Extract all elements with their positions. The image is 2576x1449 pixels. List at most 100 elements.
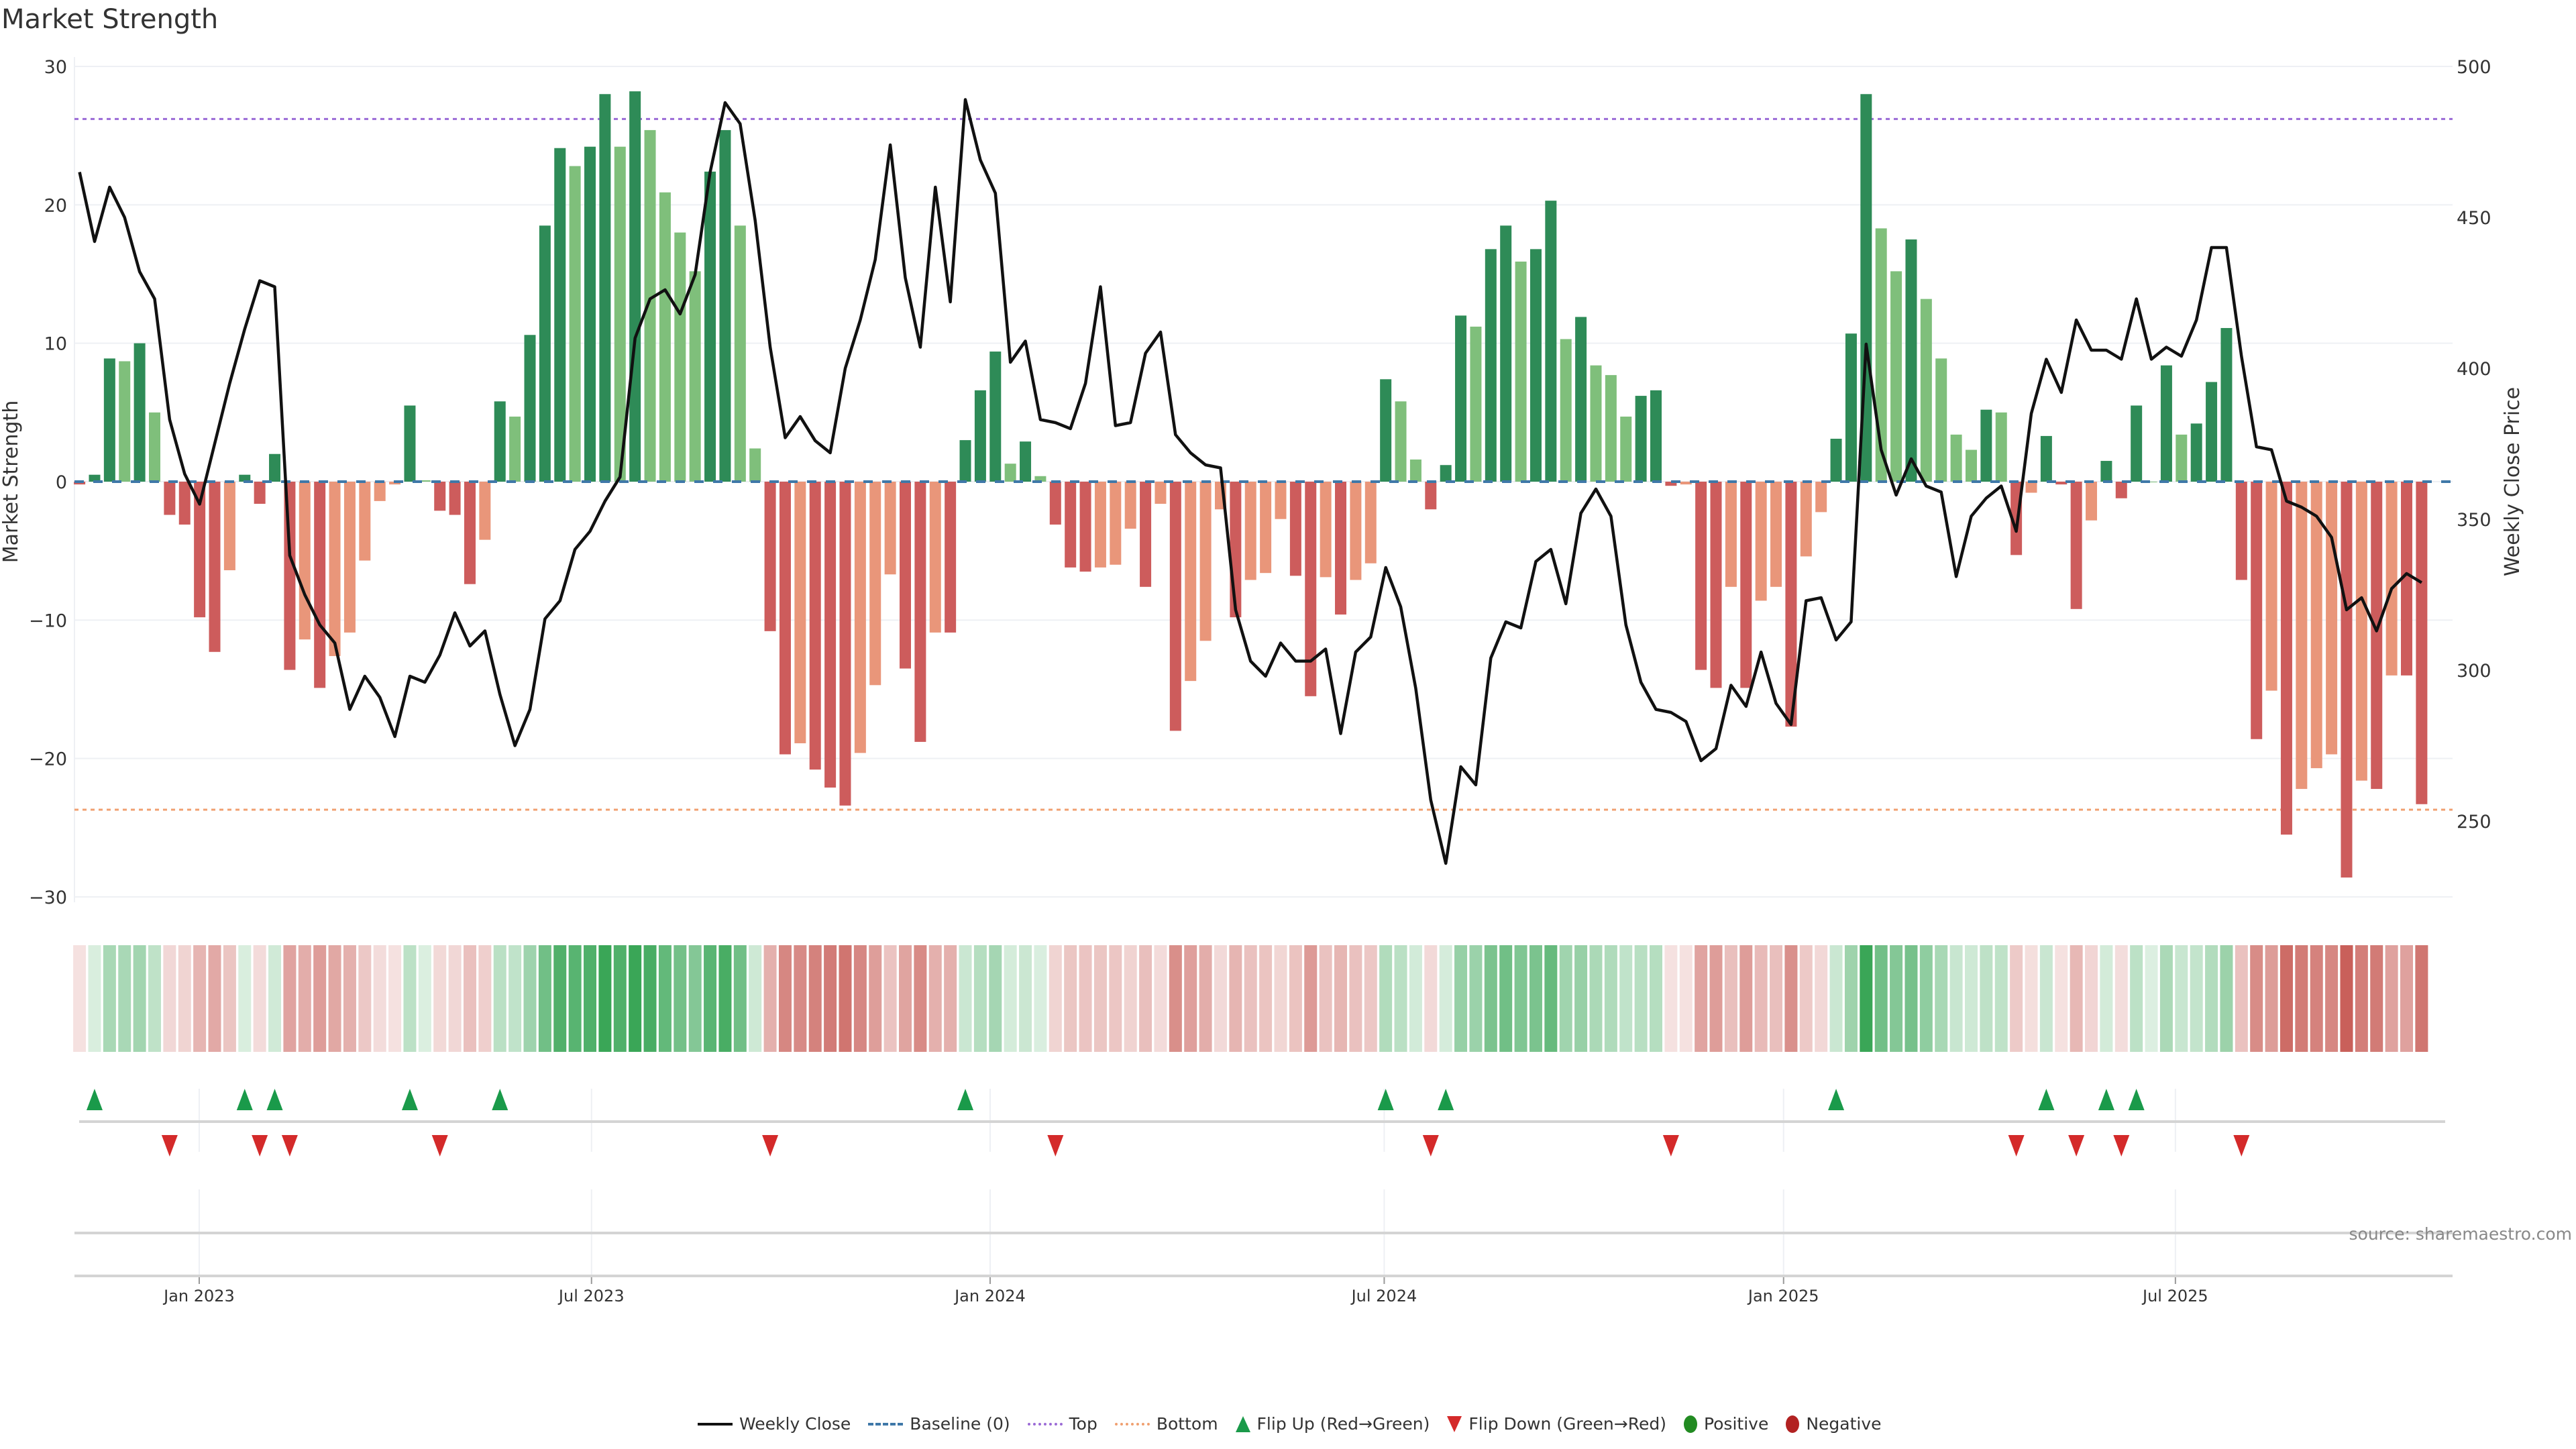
legend-item-positive[interactable]: Positive — [1683, 1414, 1768, 1434]
strength-bar — [1920, 299, 1932, 482]
heat-cell-positive — [643, 945, 657, 1052]
heat-cell-negative — [2265, 945, 2278, 1052]
heat-cell-positive — [403, 945, 417, 1052]
strength-bar — [1950, 434, 1962, 482]
heat-cell-negative — [388, 945, 402, 1052]
heat-cell-negative — [808, 945, 822, 1052]
heat-cell-positive — [1919, 945, 1933, 1052]
y-tick-label: −30 — [29, 888, 67, 908]
strength-bar — [824, 482, 837, 788]
strength-bar — [1665, 482, 1677, 486]
strength-bar — [2220, 327, 2233, 482]
flip-down-marker — [2233, 1135, 2250, 1157]
x-axis: Jan 2023 Jul 2023 Jan 2024 Jul 2024 Jan 2025… — [74, 1275, 2453, 1305]
legend-item-top[interactable]: Top — [1027, 1414, 1097, 1434]
strength-bar — [2115, 482, 2127, 498]
heat-cell-positive — [629, 945, 642, 1052]
strength-bar — [794, 482, 806, 743]
heat-cell-positive — [1904, 945, 1918, 1052]
strength-bar — [2100, 461, 2112, 482]
flip-up-marker — [1828, 1089, 1845, 1110]
legend-item-weekly-close[interactable]: Weekly Close — [698, 1414, 851, 1434]
strength-bar — [1425, 482, 1437, 510]
lower-panel — [74, 1189, 2453, 1276]
flip-down-marker — [431, 1135, 448, 1157]
heat-cell-negative — [1049, 945, 1062, 1052]
heat-cell-positive — [1514, 945, 1527, 1052]
heat-cell-negative — [313, 945, 327, 1052]
heat-cell-negative — [1229, 945, 1242, 1052]
heat-cell-negative — [2355, 945, 2368, 1052]
legend-item-flip-down[interactable]: Flip Down (Green→Red) — [1447, 1414, 1666, 1434]
strength-bar — [2416, 482, 2428, 804]
heat-cell-negative — [1259, 945, 1273, 1052]
strength-bar — [689, 271, 701, 482]
heat-cell-positive — [1034, 945, 1047, 1052]
heat-cell-positive — [613, 945, 627, 1052]
strength-bar — [2131, 405, 2143, 482]
strength-bar — [734, 225, 746, 482]
strength-bar — [2070, 482, 2082, 609]
red-dot-icon — [1786, 1415, 1800, 1433]
heat-cell-negative — [193, 945, 207, 1052]
strength-bar — [1890, 271, 1902, 482]
heat-cell-negative — [463, 945, 476, 1052]
heat-cell-negative — [1770, 945, 1783, 1052]
heat-cell-negative — [2370, 945, 2383, 1052]
heat-cell-negative — [869, 945, 882, 1052]
heat-cell-positive — [1469, 945, 1483, 1052]
heat-cell-negative — [1289, 945, 1302, 1052]
strength-bar — [1169, 482, 1181, 731]
strength-bar — [1185, 482, 1197, 682]
legend-item-negative[interactable]: Negative — [1786, 1414, 1882, 1434]
heat-cell-positive — [103, 945, 116, 1052]
strength-bar — [194, 482, 206, 618]
heat-cell-negative — [763, 945, 777, 1052]
heat-cell-positive — [508, 945, 522, 1052]
heat-cell-positive — [493, 945, 506, 1052]
flip-down-marker — [1662, 1135, 1679, 1157]
strength-bar — [119, 361, 131, 482]
legend-item-baseline[interactable]: Baseline (0) — [868, 1414, 1010, 1434]
strength-bar — [869, 482, 881, 686]
heat-cell-negative — [1154, 945, 1167, 1052]
y-tick-label: −10 — [29, 610, 67, 631]
strength-bar — [929, 482, 941, 633]
strength-bar — [1560, 339, 1572, 482]
heat-cell-negative — [1815, 945, 1828, 1052]
heat-cell-negative — [778, 945, 792, 1052]
heat-cell-positive — [2145, 945, 2158, 1052]
legend-item-flip-up[interactable]: Flip Up (Red→Green) — [1235, 1414, 1430, 1434]
strength-bar — [1545, 201, 1557, 482]
strength-bar — [1800, 482, 1812, 557]
flip-down-marker — [762, 1135, 779, 1157]
heat-cell-negative — [1664, 945, 1678, 1052]
strength-bar — [2280, 482, 2292, 835]
strength-bar — [2025, 482, 2037, 493]
x-tick-label: Jan 2024 — [953, 1287, 1026, 1305]
strength-bar — [479, 482, 491, 540]
heat-cell-positive — [989, 945, 1002, 1052]
strength-bar — [1695, 482, 1707, 670]
strength-bar — [1830, 439, 1842, 482]
strength-bar — [1529, 249, 1542, 482]
strength-bar — [1485, 249, 1497, 482]
heat-cell-positive — [268, 945, 282, 1052]
legend-item-bottom[interactable]: Bottom — [1114, 1414, 1218, 1434]
heat-cell-positive — [1935, 945, 1948, 1052]
heat-cell-negative — [928, 945, 942, 1052]
strength-bars — [74, 91, 2453, 878]
strength-bar — [1635, 396, 1647, 482]
x-tick-label: Jan 2025 — [1747, 1287, 1819, 1305]
heat-cell-positive — [1439, 945, 1452, 1052]
strength-bar — [945, 482, 957, 633]
strength-bar — [374, 482, 386, 501]
heat-cell-positive — [1619, 945, 1633, 1052]
heat-cell-positive — [1394, 945, 1407, 1052]
heat-cell-positive — [1529, 945, 1542, 1052]
heat-cell-negative — [1274, 945, 1287, 1052]
strength-bar — [209, 482, 221, 652]
strength-bar — [1065, 482, 1077, 568]
heat-cell-negative — [1124, 945, 1137, 1052]
